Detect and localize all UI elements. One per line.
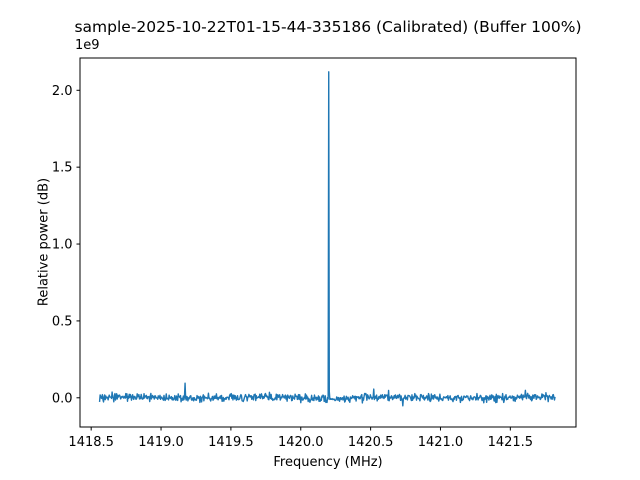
x-tick-label: 1418.5 xyxy=(68,435,114,450)
y-tick-label: 2.0 xyxy=(52,84,73,99)
axes-border xyxy=(79,57,577,428)
y-tick-label: 0.5 xyxy=(52,314,73,329)
y-tick-label: 1.5 xyxy=(52,161,73,176)
x-tick-label: 1419.0 xyxy=(138,435,184,450)
x-tick-label: 1421.5 xyxy=(488,435,534,450)
x-axis-label: Frequency (MHz) xyxy=(273,455,383,470)
x-tick-label: 1421.0 xyxy=(418,435,464,450)
x-tick-label: 1419.5 xyxy=(208,435,254,450)
y-tick-label: 0.0 xyxy=(52,391,73,406)
y-axis-label: Relative power (dB) xyxy=(36,177,52,307)
x-tick-label: 1420.5 xyxy=(348,435,394,450)
spectrum-line xyxy=(98,71,556,407)
y-axis-offset-label: 1e9 xyxy=(75,38,100,53)
x-tick-label: 1420.0 xyxy=(278,435,324,450)
y-tick-label: 1.0 xyxy=(52,238,73,253)
chart-title: sample-2025-10-22T01-15-44-335186 (Calib… xyxy=(74,18,582,36)
